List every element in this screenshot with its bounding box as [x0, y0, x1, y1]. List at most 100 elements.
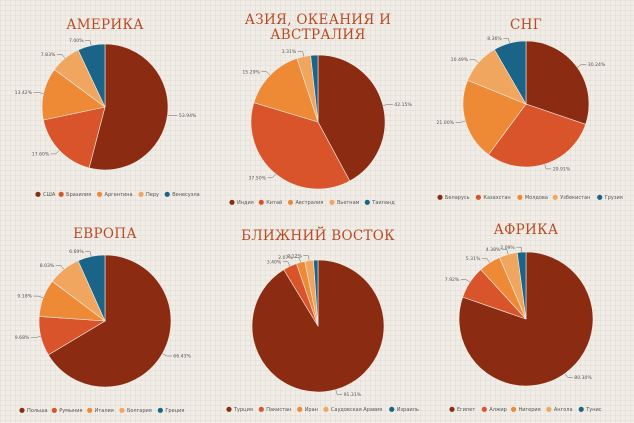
chart-title: БЛИЖНИЙ ВОСТОК: [241, 227, 395, 244]
chart-title: СНГ: [510, 17, 542, 33]
data-label: 53.94%: [179, 113, 197, 119]
legend-marker-аргентина: [96, 191, 103, 197]
legend-marker-иран: [297, 406, 303, 412]
data-label: 6.69%: [69, 249, 84, 255]
pie-slice-греция[interactable]: [77, 254, 106, 322]
legend-marker-таиланд: [364, 199, 370, 205]
data-label: 37.50%: [248, 175, 266, 181]
legend-label-пакистан: Пакистан: [266, 407, 291, 413]
label-leader-line: [261, 71, 271, 76]
legend-marker-польша: [19, 407, 25, 413]
data-label: 29.91%: [553, 167, 571, 173]
pie-slice-сша[interactable]: [88, 43, 169, 171]
label-leader-line: [460, 279, 471, 283]
label-leader-line: [303, 255, 310, 261]
data-label: 15.29%: [242, 69, 260, 75]
legend-marker-тунис: [578, 406, 584, 412]
pie-slice-австралия[interactable]: [253, 57, 319, 123]
label-leader-line: [481, 258, 490, 263]
legend-label-греция: Греция: [165, 408, 184, 414]
pie-slice-турция[interactable]: [251, 259, 385, 393]
label-leader-line: [50, 150, 60, 155]
pie-slice-таиланд[interactable]: [310, 54, 319, 123]
label-leader-line: [167, 114, 178, 116]
legend-marker-румыния: [51, 407, 57, 413]
data-label: 7.00%: [69, 38, 84, 44]
data-label: 7.83%: [41, 52, 56, 58]
legend-marker-беларусь: [437, 194, 443, 200]
label-leader-line: [30, 336, 41, 338]
data-label: 9.18%: [17, 294, 32, 300]
legend-label-египет: Египет: [457, 407, 475, 413]
legend-label-польша: Польша: [27, 408, 48, 414]
legend-label-австралия: Австралия: [296, 200, 324, 206]
legend-marker-ангола: [546, 406, 552, 412]
pie-slice-молдова[interactable]: [462, 79, 527, 156]
legend-label-израиль: Израиль: [397, 407, 419, 413]
pie-slice-тунис[interactable]: [516, 251, 527, 320]
data-label: 10.49%: [451, 57, 469, 63]
data-label: 80.30%: [574, 375, 592, 381]
pie-slice-индия[interactable]: [317, 54, 386, 182]
legend-label-нигерия: Нигерия: [519, 407, 541, 413]
data-label: 91.31%: [344, 392, 362, 398]
legend-marker-саудовская-аравия: [323, 406, 329, 412]
label-leader-line: [55, 265, 65, 270]
legend-marker-грузия: [597, 194, 603, 200]
legend-label-ангола: Ангола: [554, 407, 573, 413]
legend-label-бразилия: Бразилия: [66, 192, 91, 198]
pie-slice-бразилия[interactable]: [43, 106, 106, 169]
data-label: 2.12%: [287, 253, 302, 259]
legend-marker-казахстан: [475, 194, 481, 200]
legend-label-вьетнам: Вьетнам: [337, 200, 360, 206]
chart-title: АЗИЯ, ОКЕАНИЯ И: [245, 12, 392, 28]
legend-label-алжир: Алжир: [489, 407, 507, 413]
legend-marker-узбекистан: [552, 194, 558, 200]
legend-label-перу: Перу: [146, 192, 159, 198]
data-label: 2.09%: [500, 245, 515, 251]
data-label: 9.68%: [15, 335, 30, 341]
data-label: 17.60%: [32, 152, 50, 158]
legend-label-италия: Италия: [95, 408, 114, 414]
data-label: 21.00%: [436, 120, 454, 126]
legend-label-саудовская-аравия: Саудовская Аравия: [331, 407, 382, 413]
legend-label-грузия: Грузия: [605, 195, 623, 201]
pie-slice-казахстан[interactable]: [488, 103, 587, 168]
label-leader-line: [282, 261, 291, 267]
data-label: 8.03%: [40, 263, 55, 269]
pie-slice-аргентина[interactable]: [41, 69, 106, 121]
pie-slice-венесуэла[interactable]: [77, 43, 106, 108]
legend-label-тунис: Тунис: [585, 407, 602, 413]
legend-marker-венесуэла: [164, 191, 170, 197]
chart-title: АФРИКА: [494, 222, 559, 238]
legend-marker-болгария: [119, 407, 125, 413]
label-leader-line: [577, 64, 587, 68]
legend-marker-австралия: [287, 199, 294, 205]
legend-label-молдова: Молдова: [525, 195, 548, 201]
label-leader-line: [564, 373, 573, 378]
chart-title: АВСТРАЛИЯ: [270, 27, 365, 43]
legend-label-казахстан: Казахстан: [483, 195, 510, 201]
label-leader-line: [297, 51, 305, 57]
legend-label-иран: Иран: [305, 407, 318, 413]
label-leader-line: [382, 104, 393, 106]
data-label: 66.43%: [173, 354, 191, 360]
label-leader-line: [455, 120, 466, 123]
pie-slice-израиль[interactable]: [313, 259, 319, 327]
pie-chart-1: АМЕРИКА 53.94% 17.60% 13.42% 7.83% 7.00% США Бр…: [15, 17, 200, 198]
data-label: 3.31%: [282, 49, 297, 55]
legend-label-индия: Индия: [237, 200, 254, 206]
pie-slice-китай[interactable]: [250, 102, 351, 190]
legend-marker-египет: [449, 406, 455, 412]
legend-label-таиланд: Таиланд: [371, 200, 395, 206]
data-label: 4.38%: [486, 247, 501, 253]
pie-slice-польша[interactable]: [47, 254, 172, 388]
label-leader-line: [267, 173, 276, 179]
legend-marker-вьетнам: [329, 199, 335, 205]
pie-chart-6: АФРИКА 80.30% 7.92% 5.31% 4.38% 2.09% Египет Ал…: [445, 222, 602, 413]
pie-slice-беларусь[interactable]: [525, 40, 590, 125]
data-label: 5.31%: [466, 256, 481, 262]
legend-marker-перу: [138, 191, 144, 197]
